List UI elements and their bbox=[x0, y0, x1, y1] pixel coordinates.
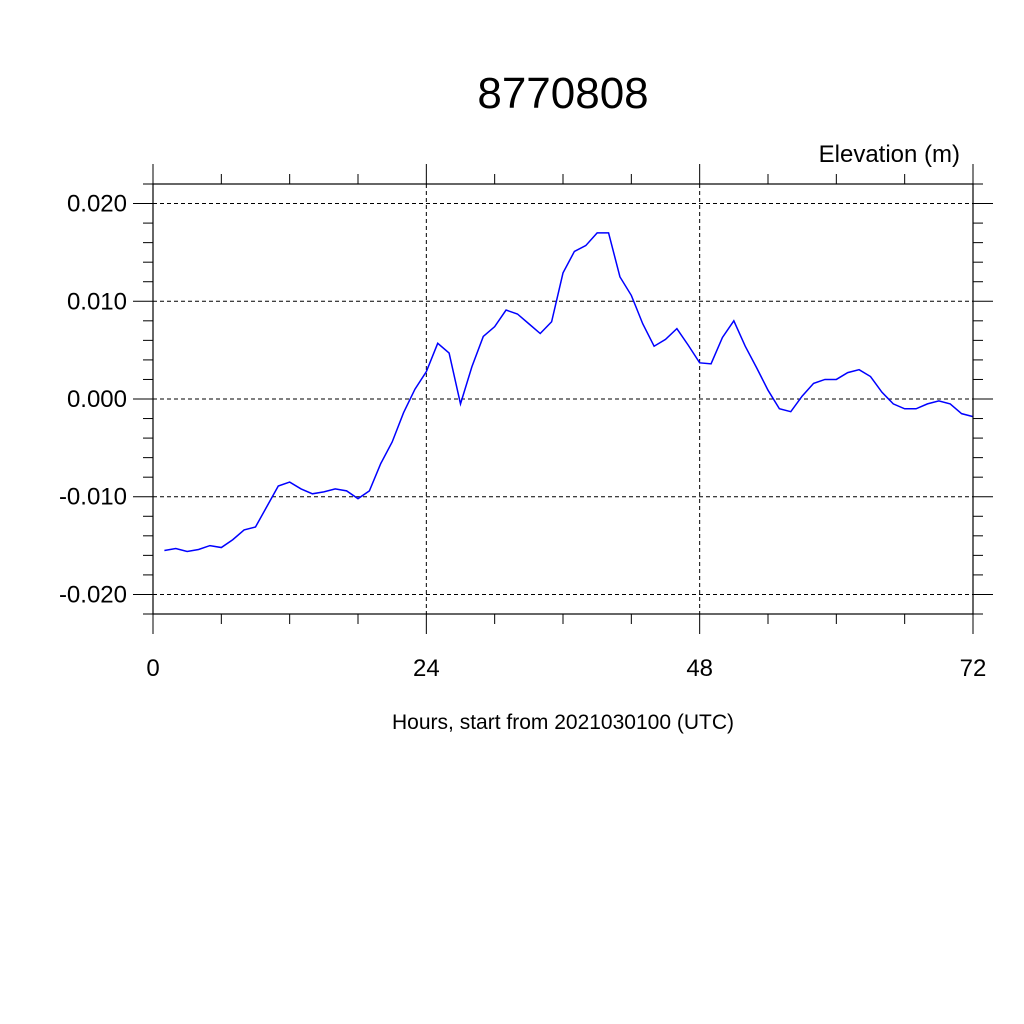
chart-title: 8770808 bbox=[477, 69, 648, 118]
axis-ticks bbox=[133, 164, 993, 634]
y-tick-labels: -0.020 -0.010 0.000 0.010 0.020 bbox=[59, 191, 127, 609]
x-tick-labels: 0 24 48 72 bbox=[146, 655, 986, 682]
units-label: Elevation (m) bbox=[819, 141, 960, 168]
y-tick-label: -0.010 bbox=[59, 484, 127, 511]
series-line bbox=[164, 232, 974, 553]
x-tick-label: 0 bbox=[146, 655, 159, 682]
x-tick-label: 24 bbox=[413, 655, 440, 682]
y-tick-label: 0.000 bbox=[67, 386, 127, 413]
y-tick-label: 0.020 bbox=[67, 191, 127, 218]
x-tick-label: 48 bbox=[686, 655, 713, 682]
grid-lines bbox=[152, 184, 974, 614]
y-tick-label: 0.010 bbox=[67, 288, 127, 315]
y-tick-label: -0.020 bbox=[59, 581, 127, 608]
x-tick-label: 72 bbox=[960, 655, 987, 682]
plot-frame bbox=[152, 183, 974, 615]
x-axis-label: Hours, start from 2021030100 (UTC) bbox=[392, 711, 734, 734]
